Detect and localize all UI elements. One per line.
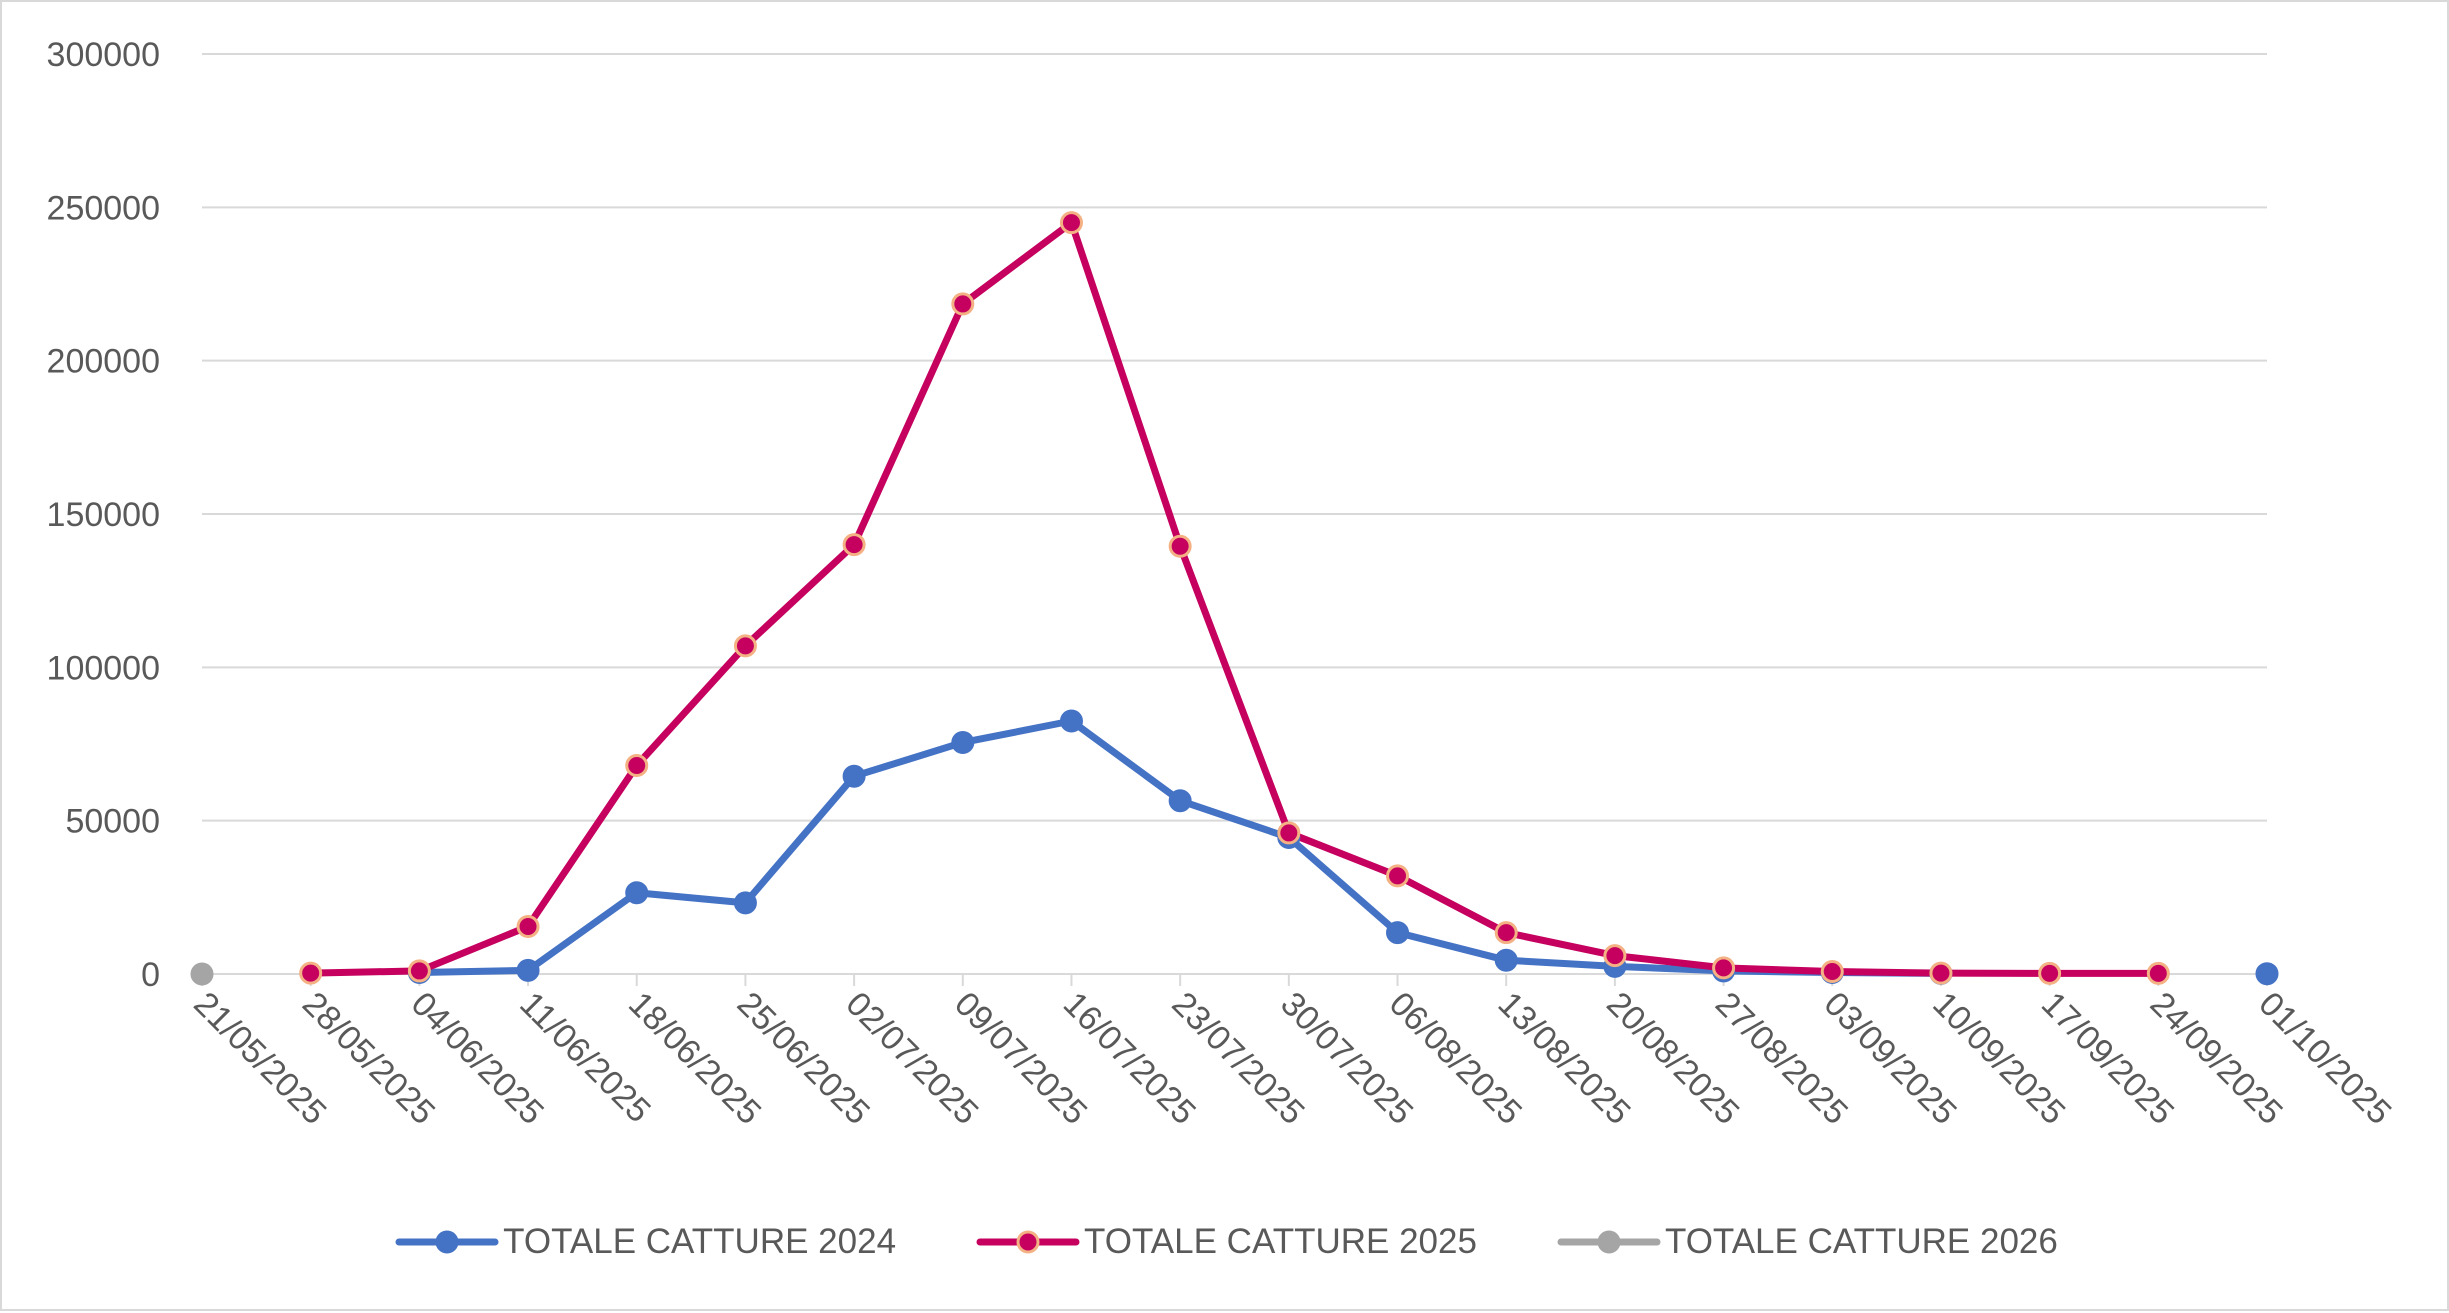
y-tick-label: 150000 bbox=[47, 496, 160, 534]
data-point bbox=[842, 533, 866, 557]
legend-swatch bbox=[1557, 1230, 1661, 1254]
data-point bbox=[1168, 534, 1192, 558]
data-point bbox=[2038, 961, 2062, 985]
data-point bbox=[407, 959, 431, 983]
legend-label: TOTALE CATTURE 2025 bbox=[1084, 1222, 1477, 1261]
data-point bbox=[951, 730, 975, 754]
y-axis-tick-labels: 0 50000 100000 150000 200000 250000 300000 bbox=[47, 36, 160, 994]
y-tick-label: 250000 bbox=[47, 189, 160, 227]
data-point bbox=[1712, 956, 1736, 980]
x-axis: 21/05/202528/05/202504/06/202511/06/2025… bbox=[186, 974, 2399, 1132]
data-point bbox=[733, 634, 757, 658]
y-tick-label: 300000 bbox=[47, 36, 160, 74]
data-point bbox=[190, 962, 214, 986]
data-point bbox=[1059, 709, 1083, 733]
data-point bbox=[2146, 961, 2170, 985]
data-point bbox=[516, 958, 540, 982]
y-tick-label: 50000 bbox=[65, 803, 160, 841]
legend-label: TOTALE CATTURE 2026 bbox=[1664, 1222, 2058, 1261]
data-point bbox=[625, 753, 649, 777]
data-point bbox=[842, 764, 866, 788]
data-point bbox=[516, 914, 540, 938]
y-tick-label: 0 bbox=[141, 956, 160, 994]
legend-item: TOTALE CATTURE 2024 bbox=[395, 1222, 896, 1262]
data-point bbox=[1277, 821, 1301, 845]
data-point bbox=[1386, 921, 1410, 945]
series-markers bbox=[190, 211, 2279, 986]
legend-item: TOTALE CATTURE 2025 bbox=[976, 1222, 1477, 1262]
chart-legend: TOTALE CATTURE 2024 TOTALE CATTURE 2025 TO… bbox=[2, 1212, 2449, 1272]
data-point bbox=[299, 961, 323, 985]
data-point bbox=[1820, 960, 1844, 984]
data-point bbox=[1603, 944, 1627, 968]
y-tick-label: 100000 bbox=[47, 649, 160, 687]
data-point bbox=[2255, 962, 2279, 986]
series-line bbox=[307, 219, 2162, 977]
data-point bbox=[625, 881, 649, 905]
data-point bbox=[1168, 789, 1192, 813]
legend-item: TOTALE CATTURE 2026 bbox=[1557, 1222, 2058, 1262]
data-point bbox=[951, 292, 975, 316]
data-point bbox=[733, 891, 757, 915]
y-tick-label: 200000 bbox=[47, 343, 160, 381]
series-line bbox=[415, 717, 1945, 977]
data-point bbox=[1494, 921, 1518, 945]
gridlines bbox=[202, 53, 2267, 975]
data-point bbox=[1386, 864, 1410, 888]
legend-swatch bbox=[395, 1230, 499, 1254]
data-point bbox=[1059, 211, 1083, 235]
legend-swatch bbox=[976, 1230, 1080, 1254]
series-lines bbox=[307, 219, 2162, 977]
legend-label: TOTALE CATTURE 2024 bbox=[503, 1222, 897, 1261]
data-point bbox=[1494, 948, 1518, 972]
data-point bbox=[1929, 961, 1953, 985]
